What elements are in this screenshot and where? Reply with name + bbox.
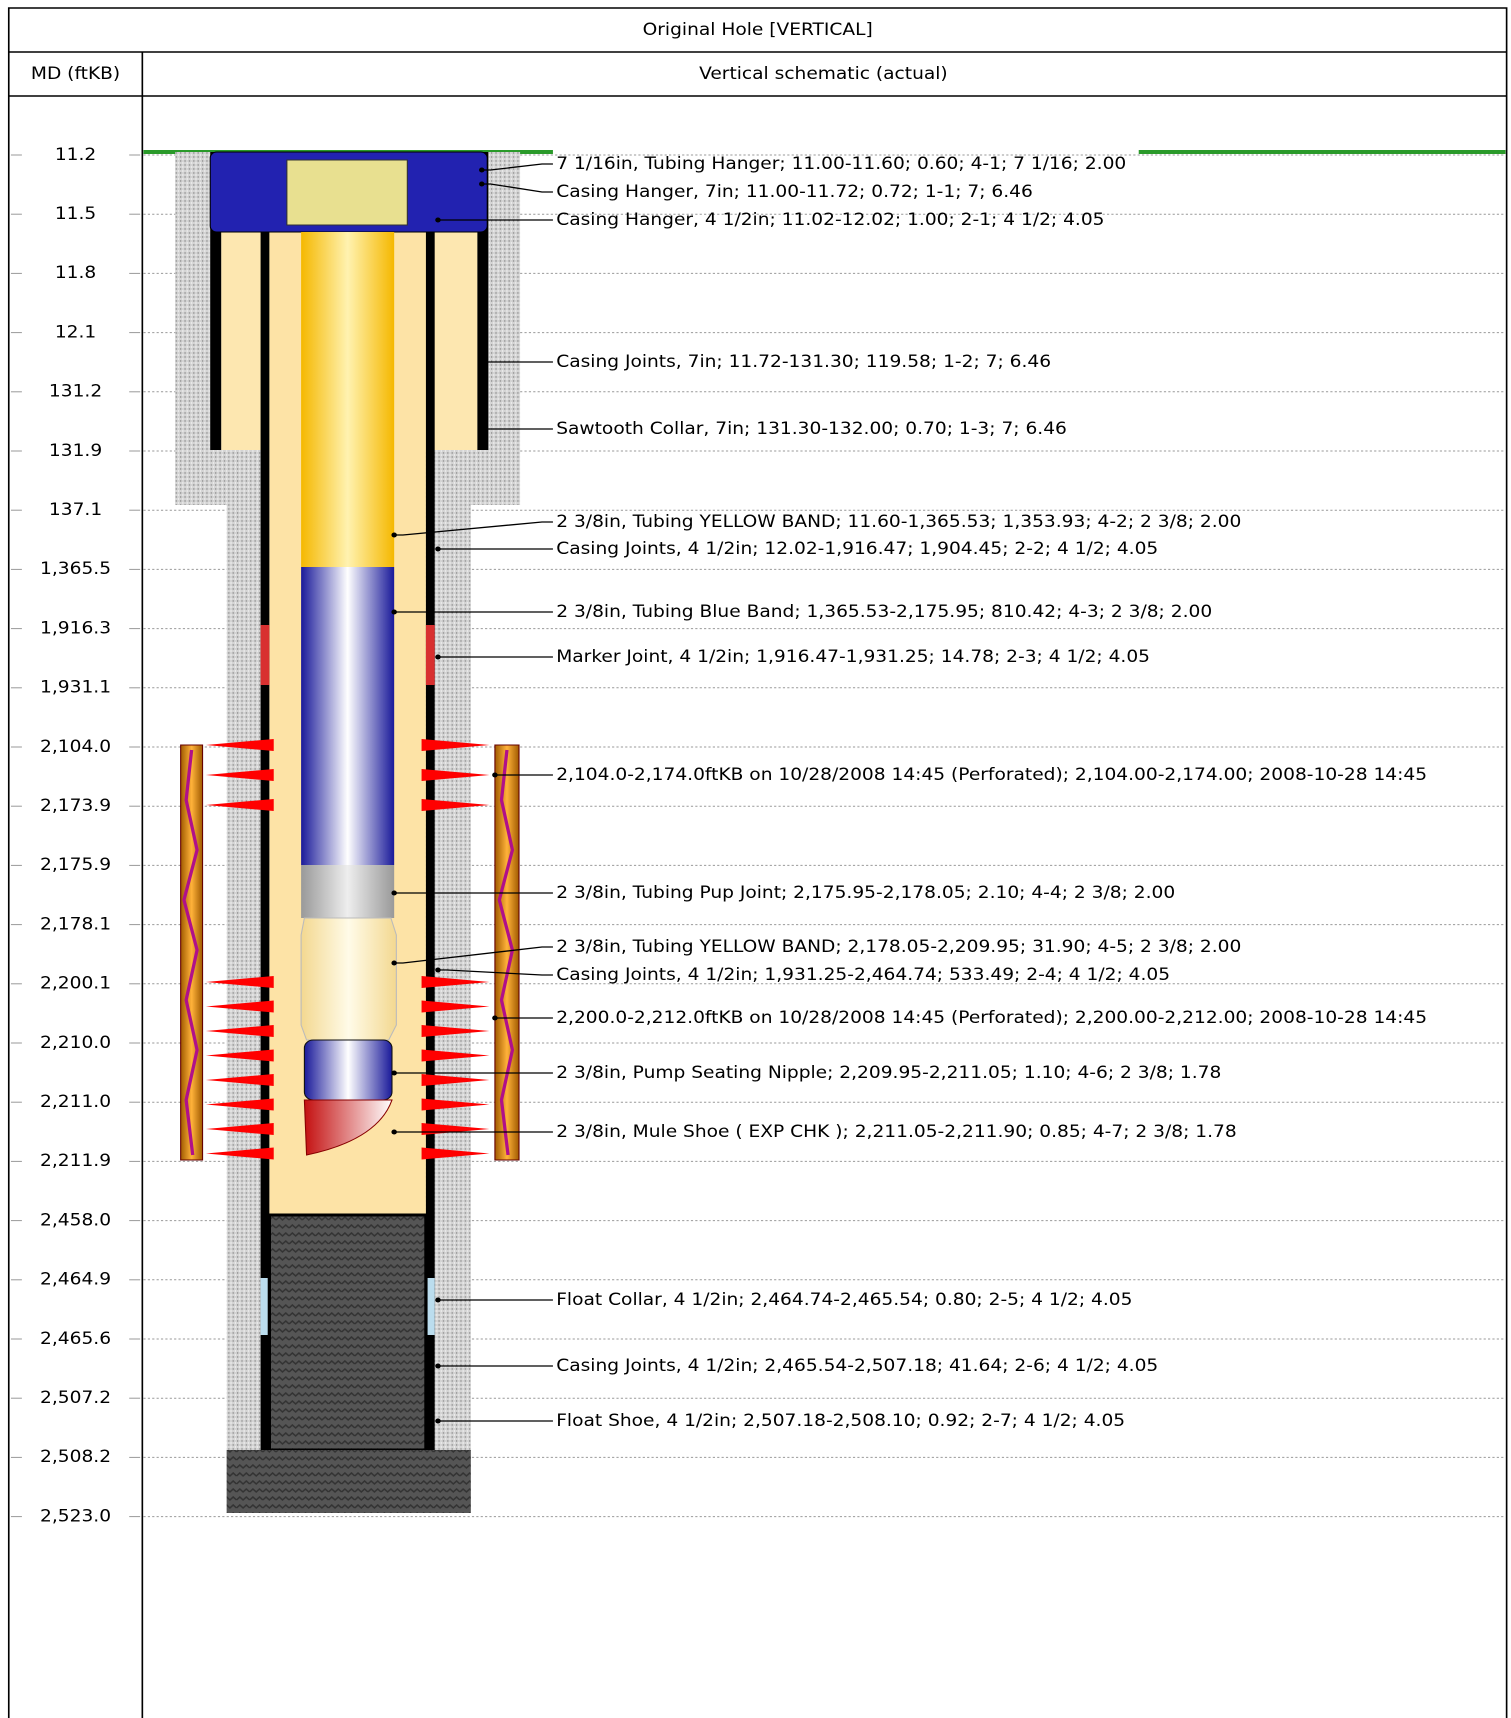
depth-label: 137.1	[49, 500, 102, 520]
annotation: Casing Joints, 4 1/2in; 1,931.25-2,464.7…	[556, 965, 1170, 985]
depth-label: 2,200.1	[40, 973, 111, 993]
annotation: 2 3/8in, Tubing YELLOW BAND; 2,178.05-2,…	[556, 937, 1241, 957]
tubing	[301, 918, 396, 1040]
annotation: Float Collar, 4 1/2in; 2,464.74-2,465.54…	[556, 1290, 1132, 1310]
seating-nipple	[304, 1040, 392, 1100]
column-header: MD (ftKB)	[31, 64, 120, 84]
annotation: 7 1/16in, Tubing Hanger; 11.00-11.60; 0.…	[556, 154, 1126, 174]
annotation: Marker Joint, 4 1/2in; 1,916.47-1,931.25…	[556, 647, 1150, 667]
annotation: 2,104.0-2,174.0ftKB on 10/28/2008 14:45 …	[556, 765, 1427, 785]
depth-label: 2,211.9	[40, 1151, 111, 1171]
leader-dot	[391, 533, 396, 538]
depth-label: 131.2	[49, 381, 102, 401]
leader-dot	[391, 1071, 396, 1076]
tubing	[301, 232, 394, 540]
leader-dot	[391, 891, 396, 896]
depth-label: 2,104.0	[40, 737, 111, 757]
leader-dot	[435, 1364, 440, 1369]
annotation: Casing Joints, 7in; 11.72-131.30; 119.58…	[556, 352, 1051, 372]
marker-joint	[426, 625, 435, 685]
annotation: 2,200.0-2,212.0ftKB on 10/28/2008 14:45 …	[556, 1008, 1427, 1028]
depth-label: 2,507.2	[40, 1388, 111, 1408]
pup-joint	[301, 865, 394, 918]
annotation: 2 3/8in, Tubing Pup Joint; 2,175.95-2,17…	[556, 883, 1175, 903]
annotation: Casing Joints, 4 1/2in; 12.02-1,916.47; …	[556, 539, 1158, 559]
leader-dot	[435, 218, 440, 223]
annotation: 2 3/8in, Pump Seating Nipple; 2,209.95-2…	[556, 1063, 1221, 1083]
annotation: Sawtooth Collar, 7in; 131.30-132.00; 0.7…	[556, 419, 1067, 439]
leader-dot	[435, 547, 440, 552]
tubing-hanger	[287, 160, 407, 225]
leader-dot	[492, 1016, 497, 1021]
leader-dot	[391, 1130, 396, 1135]
plug	[227, 1450, 471, 1513]
leader-dot	[435, 968, 440, 973]
depth-label: 2,175.9	[40, 855, 111, 875]
tubing	[301, 540, 394, 567]
depth-label: 2,211.0	[40, 1092, 111, 1112]
leader-dot	[492, 773, 497, 778]
leader-dot	[435, 655, 440, 660]
depth-label: 11.2	[55, 145, 96, 165]
leader-dot	[479, 360, 484, 365]
tubing	[301, 567, 394, 865]
well-schematic-page: Original Hole [VERTICAL] MD (ftKB) Verti…	[0, 0, 1511, 1718]
depth-label: 2,458.0	[40, 1210, 111, 1230]
depth-label: 131.9	[49, 441, 102, 461]
annotation: 2 3/8in, Mule Shoe ( EXP CHK ); 2,211.05…	[556, 1122, 1236, 1142]
leader-dot	[435, 1419, 440, 1424]
depth-label: 2,508.2	[40, 1447, 111, 1467]
depth-label: 11.8	[55, 263, 96, 283]
annotation: Casing Joints, 4 1/2in; 2,465.54-2,507.1…	[556, 1356, 1158, 1376]
depth-label: 2,523.0	[40, 1506, 111, 1526]
column-header: Vertical schematic (actual)	[699, 64, 948, 84]
depth-label: 1,916.3	[40, 618, 111, 638]
annotation: Casing Hanger, 4 1/2in; 11.02-12.02; 1.0…	[556, 210, 1104, 230]
depth-label: 11.5	[55, 204, 96, 224]
annotation: 2 3/8in, Tubing Blue Band; 1,365.53-2,17…	[556, 602, 1212, 622]
leader-dot	[479, 427, 484, 432]
depth-label: 1,365.5	[40, 559, 111, 579]
leader-dot	[391, 961, 396, 966]
plug	[269, 1215, 426, 1450]
depth-label: 2,464.9	[40, 1269, 111, 1289]
annotation: 2 3/8in, Tubing YELLOW BAND; 11.60-1,365…	[556, 512, 1241, 532]
title: Original Hole [VERTICAL]	[643, 20, 873, 40]
depth-label: 2,178.1	[40, 914, 111, 934]
annotation: Casing Hanger, 7in; 11.00-11.72; 0.72; 1…	[556, 182, 1033, 202]
depth-label: 12.1	[55, 322, 96, 342]
leader-dot	[391, 610, 396, 615]
annotation: Float Shoe, 4 1/2in; 2,507.18-2,508.10; …	[556, 1411, 1125, 1431]
leader-dot	[435, 1298, 440, 1303]
depth-label: 2,173.9	[40, 796, 111, 816]
annotations: 7 1/16in, Tubing Hanger; 11.00-11.60; 0.…	[391, 154, 1427, 1431]
leader-dot	[479, 182, 484, 187]
depth-label: 2,210.0	[40, 1033, 111, 1053]
marker-joint	[261, 625, 270, 685]
depth-label: 2,465.6	[40, 1329, 111, 1349]
perf-gun	[181, 745, 203, 1160]
depth-label: 1,931.1	[40, 677, 111, 697]
leader-dot	[479, 168, 484, 173]
